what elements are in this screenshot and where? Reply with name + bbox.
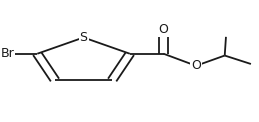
Text: Br: Br (1, 47, 14, 60)
Text: S: S (80, 31, 88, 44)
Text: O: O (191, 59, 201, 72)
Text: O: O (159, 22, 169, 36)
